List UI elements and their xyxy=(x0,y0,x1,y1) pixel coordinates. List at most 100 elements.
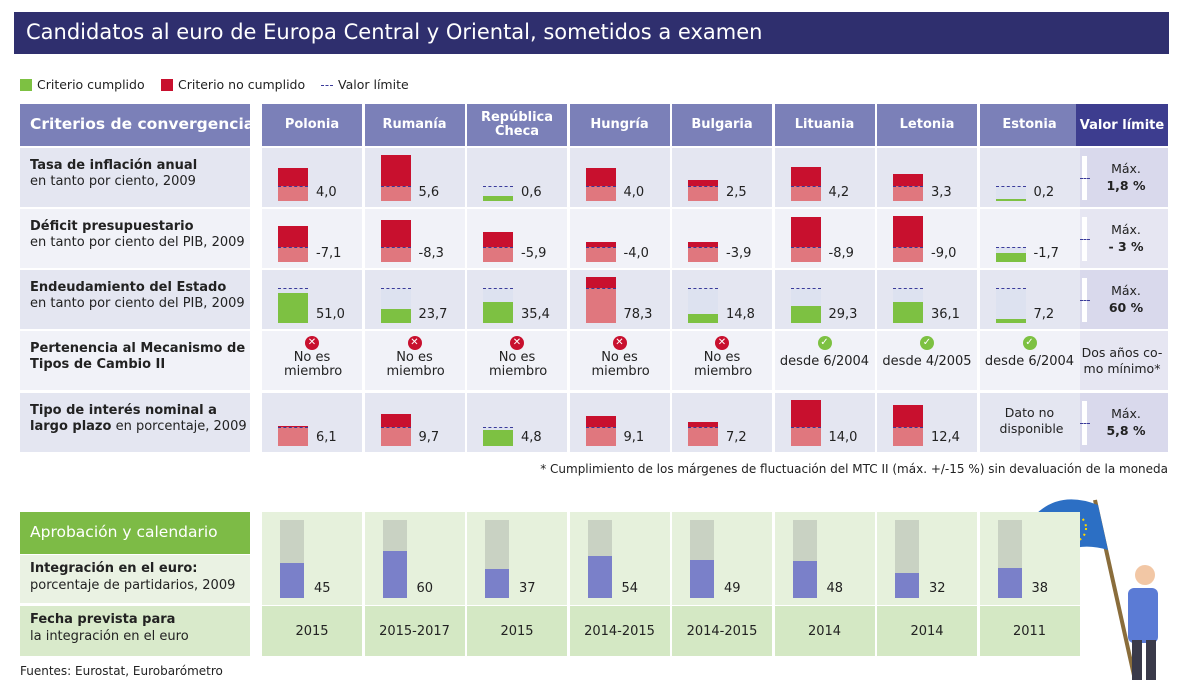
bar xyxy=(688,314,718,323)
value-label: 4,8 xyxy=(521,430,542,445)
status-icon: ✕ xyxy=(613,336,627,350)
bar-below-limit xyxy=(586,186,616,201)
limit-line xyxy=(893,288,923,289)
data-cell xyxy=(570,209,670,268)
date-label: 2015-2017 xyxy=(365,624,465,639)
legend-swatch xyxy=(321,85,333,86)
value-label: 2,5 xyxy=(726,185,747,200)
date-label: 2014-2015 xyxy=(672,624,772,639)
data-cell xyxy=(365,393,465,452)
value-label: 5,6 xyxy=(419,185,440,200)
row-subtitle: en tanto por ciento del PIB, 2009 xyxy=(30,296,245,311)
limit-line xyxy=(381,247,411,248)
bar-below-limit xyxy=(688,427,718,446)
data-cell xyxy=(365,148,465,207)
data-cell xyxy=(570,148,670,207)
data-cell xyxy=(672,148,772,207)
data-cell xyxy=(467,393,567,452)
status-icon: ✕ xyxy=(510,336,524,350)
value-label: 3,3 xyxy=(931,185,952,200)
row-title: Déficit presupuestario xyxy=(30,219,194,234)
limit-value: 1,8 % xyxy=(1096,178,1156,193)
limit-prefix: Máx. xyxy=(1096,222,1156,237)
limit-line xyxy=(996,247,1026,248)
approval-col xyxy=(262,512,362,605)
data-cell xyxy=(262,209,362,268)
limit-line xyxy=(688,186,718,187)
limit-line xyxy=(278,427,308,428)
value-label: -9,0 xyxy=(931,246,956,261)
status-icon: ✕ xyxy=(305,336,319,350)
status-label: No es miembro xyxy=(365,351,465,378)
support-bar xyxy=(793,561,817,598)
approval-col xyxy=(672,512,772,605)
limit-line xyxy=(791,427,821,428)
limit-line xyxy=(586,247,616,248)
country-header: Lituania xyxy=(775,104,875,146)
limit-dash xyxy=(1080,300,1090,301)
value-label: 14,0 xyxy=(829,430,858,445)
bar-below-limit xyxy=(381,247,411,262)
bar xyxy=(893,302,923,323)
value-label: -8,9 xyxy=(829,246,854,261)
limit-header: Valor límite xyxy=(1076,104,1168,146)
data-cell xyxy=(877,209,977,268)
corner-label: Criterios de convergencia xyxy=(30,115,254,133)
country-header: Estonia xyxy=(980,104,1080,146)
approval-col xyxy=(877,512,977,605)
country-header: República Checa xyxy=(467,104,567,146)
status-label: No es miembro xyxy=(262,351,362,378)
value-label: 9,1 xyxy=(624,430,645,445)
date-label: 2011 xyxy=(980,624,1080,639)
value-label: -7,1 xyxy=(316,246,341,261)
approval-col xyxy=(365,512,465,605)
bar-below-limit xyxy=(893,247,923,262)
bar-below-limit xyxy=(791,427,821,446)
row-title: Endeudamiento del Estado xyxy=(30,280,226,295)
data-cell xyxy=(467,148,567,207)
approval-col xyxy=(570,512,670,605)
source: Fuentes: Eurostat, Eurobarómetro xyxy=(20,664,223,678)
value-label: -8,3 xyxy=(419,246,444,261)
country-header: Polonia xyxy=(262,104,362,146)
data-cell xyxy=(467,270,567,329)
support-label: 45 xyxy=(314,581,331,596)
data-cell xyxy=(262,270,362,329)
support-label: 32 xyxy=(929,581,946,596)
data-cell xyxy=(877,148,977,207)
value-label: 7,2 xyxy=(726,430,747,445)
date-label: 2015 xyxy=(262,624,362,639)
data-cell xyxy=(672,209,772,268)
data-cell xyxy=(877,393,977,452)
value-label: -1,7 xyxy=(1034,246,1059,261)
data-cell xyxy=(672,270,772,329)
value-label: 14,8 xyxy=(726,307,755,322)
data-cell xyxy=(775,209,875,268)
status-icon: ✕ xyxy=(715,336,729,350)
value-label: 51,0 xyxy=(316,307,345,322)
value-label: -4,0 xyxy=(624,246,649,261)
bar-below-limit xyxy=(893,427,923,446)
limit-bg xyxy=(996,288,1026,323)
limit-line xyxy=(381,427,411,428)
row-label: Pertenencia al Mecanismo de Tipos de Cam… xyxy=(30,341,248,372)
limit-value: 60 % xyxy=(1096,300,1156,315)
limit-line xyxy=(688,288,718,289)
bar-below-limit xyxy=(381,186,411,201)
value-label: 12,4 xyxy=(931,430,960,445)
data-cell xyxy=(980,209,1080,268)
limit-line xyxy=(483,427,513,428)
data-cell xyxy=(775,148,875,207)
limit-line xyxy=(483,247,513,248)
support-label: 49 xyxy=(724,581,741,596)
value-label: 23,7 xyxy=(419,307,448,322)
bar-below-limit xyxy=(278,186,308,201)
bar-below-limit xyxy=(688,186,718,201)
support-label: 60 xyxy=(417,581,434,596)
country-header: Bulgaria xyxy=(672,104,772,146)
support-bar xyxy=(383,551,407,598)
status-label: desde 4/2005 xyxy=(877,355,977,369)
limit-dash xyxy=(1080,423,1090,424)
bar-below-limit xyxy=(586,288,616,323)
